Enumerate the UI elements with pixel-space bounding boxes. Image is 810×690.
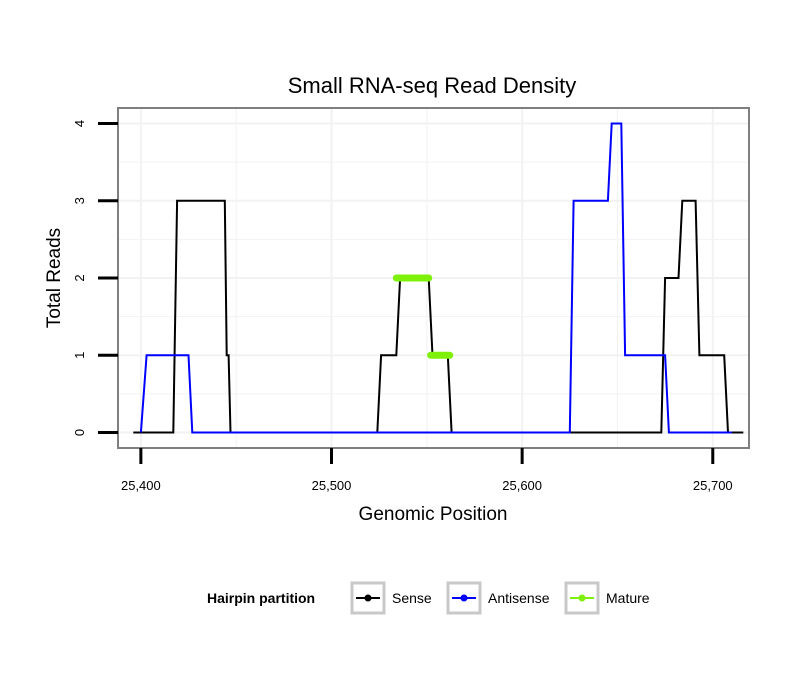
legend-title: Hairpin partition bbox=[207, 590, 315, 606]
axes: 25,400 25,500 25,600 25,700 0 1 2 3 4 bbox=[72, 120, 733, 493]
y-axis-title: Total Reads bbox=[44, 228, 65, 328]
legend-label-antisense: Antisense bbox=[488, 590, 550, 606]
x-axis-title: Genomic Position bbox=[359, 504, 508, 525]
x-tick-label: 25,500 bbox=[312, 478, 352, 493]
x-tick-label: 25,600 bbox=[502, 478, 542, 493]
legend-dot-mature bbox=[578, 594, 586, 602]
series-layer bbox=[133, 122, 744, 434]
x-tick-label: 25,700 bbox=[693, 478, 733, 493]
y-tick-label: 0 bbox=[72, 429, 87, 436]
legend-label-sense: Sense bbox=[392, 590, 432, 606]
sense-series-line bbox=[133, 199, 744, 434]
y-tick-label: 3 bbox=[72, 197, 87, 204]
legend-label-mature: Mature bbox=[606, 590, 650, 606]
legend-dot-sense bbox=[364, 594, 372, 602]
y-tick-label: 1 bbox=[72, 352, 87, 359]
y-tick-label: 2 bbox=[72, 274, 87, 281]
antisense-series-line bbox=[139, 122, 732, 434]
x-tick-label: 25,400 bbox=[121, 478, 161, 493]
legend-dot-antisense bbox=[460, 594, 468, 602]
y-tick-label: 4 bbox=[72, 120, 87, 127]
legend: Hairpin partition Sense Antisense Mature bbox=[207, 581, 650, 615]
chart-title: Small RNA-seq Read Density bbox=[288, 73, 577, 98]
grid bbox=[118, 108, 749, 448]
